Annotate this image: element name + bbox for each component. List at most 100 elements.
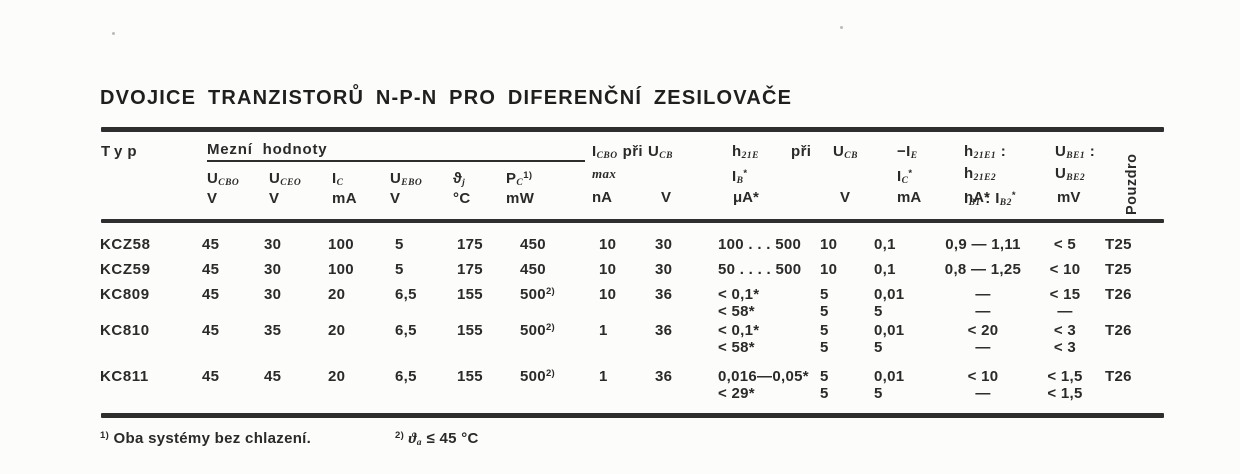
col-header-pc: PC1) mW (506, 170, 535, 207)
cell-icbo-v: 30 (655, 236, 673, 253)
col-header-uceo: UCEO V (269, 170, 302, 207)
col-header-ucb: UCB (833, 143, 858, 161)
cell-ucbo: 45 (202, 236, 220, 253)
cell-icbo-na: 1 (599, 322, 608, 339)
cell-tj: 155 (457, 286, 483, 303)
cell-pc: 450 (520, 261, 546, 278)
cell-icbo-na: 10 (599, 286, 617, 303)
col-header-h21-ratio: h21E1 : h21E2 IB1 : IB2* (964, 143, 1016, 208)
table-top-rule (101, 127, 1164, 132)
cell-tj: 155 (457, 322, 483, 339)
cell-ic: 100 (328, 236, 354, 253)
cell-ie: 0,1 (874, 236, 896, 253)
cell-ratio: — — (975, 286, 991, 320)
cell-typ: KC810 (100, 322, 150, 339)
header-word-pri: při (791, 143, 812, 160)
col-header-ic: IC mA (332, 170, 357, 207)
cell-icbo-v: 36 (655, 286, 673, 303)
col-header-ucbo: UCBO V (207, 170, 240, 207)
cell-ucb: 10 (820, 261, 838, 278)
cell-pouzdro: T25 (1105, 261, 1132, 278)
cell-typ: KC809 (100, 286, 150, 303)
cell-typ: KCZ59 (100, 261, 151, 278)
col-header-ie: −IE IC* (897, 143, 918, 186)
cell-ie: 0,01 5 (874, 322, 905, 356)
cell-ratio: 0,8 — 1,25 (944, 261, 1022, 278)
cell-ube: < 10 (1049, 261, 1081, 278)
cell-h21e: < 0,1* < 58* (718, 322, 760, 356)
cell-ube: < 3 < 3 (1053, 322, 1077, 356)
cell-icbo-v: 36 (655, 368, 673, 385)
cell-ic: 20 (328, 286, 346, 303)
cell-pc: 5002) (520, 368, 555, 385)
cell-tj: 155 (457, 368, 483, 385)
unit-ma: mA (897, 189, 922, 206)
cell-ic: 100 (328, 261, 354, 278)
cell-uebo: 5 (395, 261, 404, 278)
unit-v-ucb: V (840, 189, 851, 206)
cell-ucbo: 45 (202, 368, 220, 385)
cell-ie: 0,1 (874, 261, 896, 278)
col-header-theta-j: ϑj °C (453, 170, 471, 207)
cell-icbo-v: 36 (655, 322, 673, 339)
cell-uceo: 30 (264, 286, 282, 303)
unit-na: nA (592, 189, 612, 206)
cell-pc: 450 (520, 236, 546, 253)
cell-ratio: < 10— (967, 368, 999, 402)
cell-pouzdro: T26 (1105, 322, 1132, 339)
cell-uebo: 6,5 (395, 286, 417, 303)
cell-icbo-na: 10 (599, 261, 617, 278)
cell-ucbo: 45 (202, 286, 220, 303)
cell-icbo-na: 1 (599, 368, 608, 385)
cell-ube: < 5 (1053, 236, 1077, 253)
cell-uceo: 30 (264, 236, 282, 253)
cell-pouzdro: T25 (1105, 236, 1132, 253)
cell-uebo: 6,5 (395, 368, 417, 385)
cell-icbo-na: 10 (599, 236, 617, 253)
cell-pouzdro: T26 (1105, 286, 1132, 303)
cell-ube: < 15— (1049, 286, 1081, 320)
cell-h21e: 50 . . . . 500 (718, 261, 802, 278)
cell-ic: 20 (328, 368, 346, 385)
cell-typ: KCZ58 (100, 236, 151, 253)
cell-ucbo: 45 (202, 261, 220, 278)
cell-uceo: 45 (264, 368, 282, 385)
cell-ucb: 10 (820, 236, 838, 253)
cell-ic: 20 (328, 322, 346, 339)
col-header-uebo: UEBO V (390, 170, 423, 207)
scan-speck (840, 26, 843, 29)
cell-uceo: 35 (264, 322, 282, 339)
cell-ratio: < 20— (967, 322, 999, 356)
cell-tj: 175 (457, 236, 483, 253)
footnote-2: 2) ϑa ≤ 45 °C (395, 430, 479, 448)
cell-uceo: 30 (264, 261, 282, 278)
unit-na-ratio: nA* (964, 189, 990, 206)
unit-mv: mV (1057, 189, 1081, 206)
cell-icbo-v: 30 (655, 261, 673, 278)
cell-pouzdro: T26 (1105, 368, 1132, 385)
col-header-ube-ratio: UBE1 : UBE2 (1055, 143, 1096, 183)
scan-speck (112, 32, 115, 35)
cell-ie: 0,01 5 (874, 286, 905, 320)
cell-tj: 175 (457, 261, 483, 278)
cell-ratio: 0,9 — 1,11 (945, 236, 1021, 253)
table-bottom-rule (101, 413, 1164, 418)
cell-typ: KC811 (100, 368, 149, 385)
mezni-hodnoty-underline (207, 160, 585, 162)
cell-h21e: < 0,1* < 58* (718, 286, 760, 320)
col-group-icbo-pri-ucb: ICBO při UCB max (592, 143, 673, 181)
cell-pc: 5002) (520, 322, 555, 339)
page-title: DVOJICE TRANZISTORŮ N-P-N PRO DIFERENČNÍ… (100, 87, 793, 109)
col-header-h21e: h21E IB* (732, 143, 759, 186)
cell-h21e: 100 . . . 500 (718, 236, 802, 253)
cell-uebo: 6,5 (395, 322, 417, 339)
unit-ua: μA* (733, 189, 759, 206)
cell-ucbo: 45 (202, 322, 220, 339)
cell-ube: < 1,5 < 1,5 (1047, 368, 1083, 402)
footnote-1: 1) Oba systémy bez chlazení. (100, 430, 312, 447)
unit-v-icbo: V (661, 189, 672, 206)
col-header-pouzdro: Pouzdro (1124, 153, 1140, 216)
